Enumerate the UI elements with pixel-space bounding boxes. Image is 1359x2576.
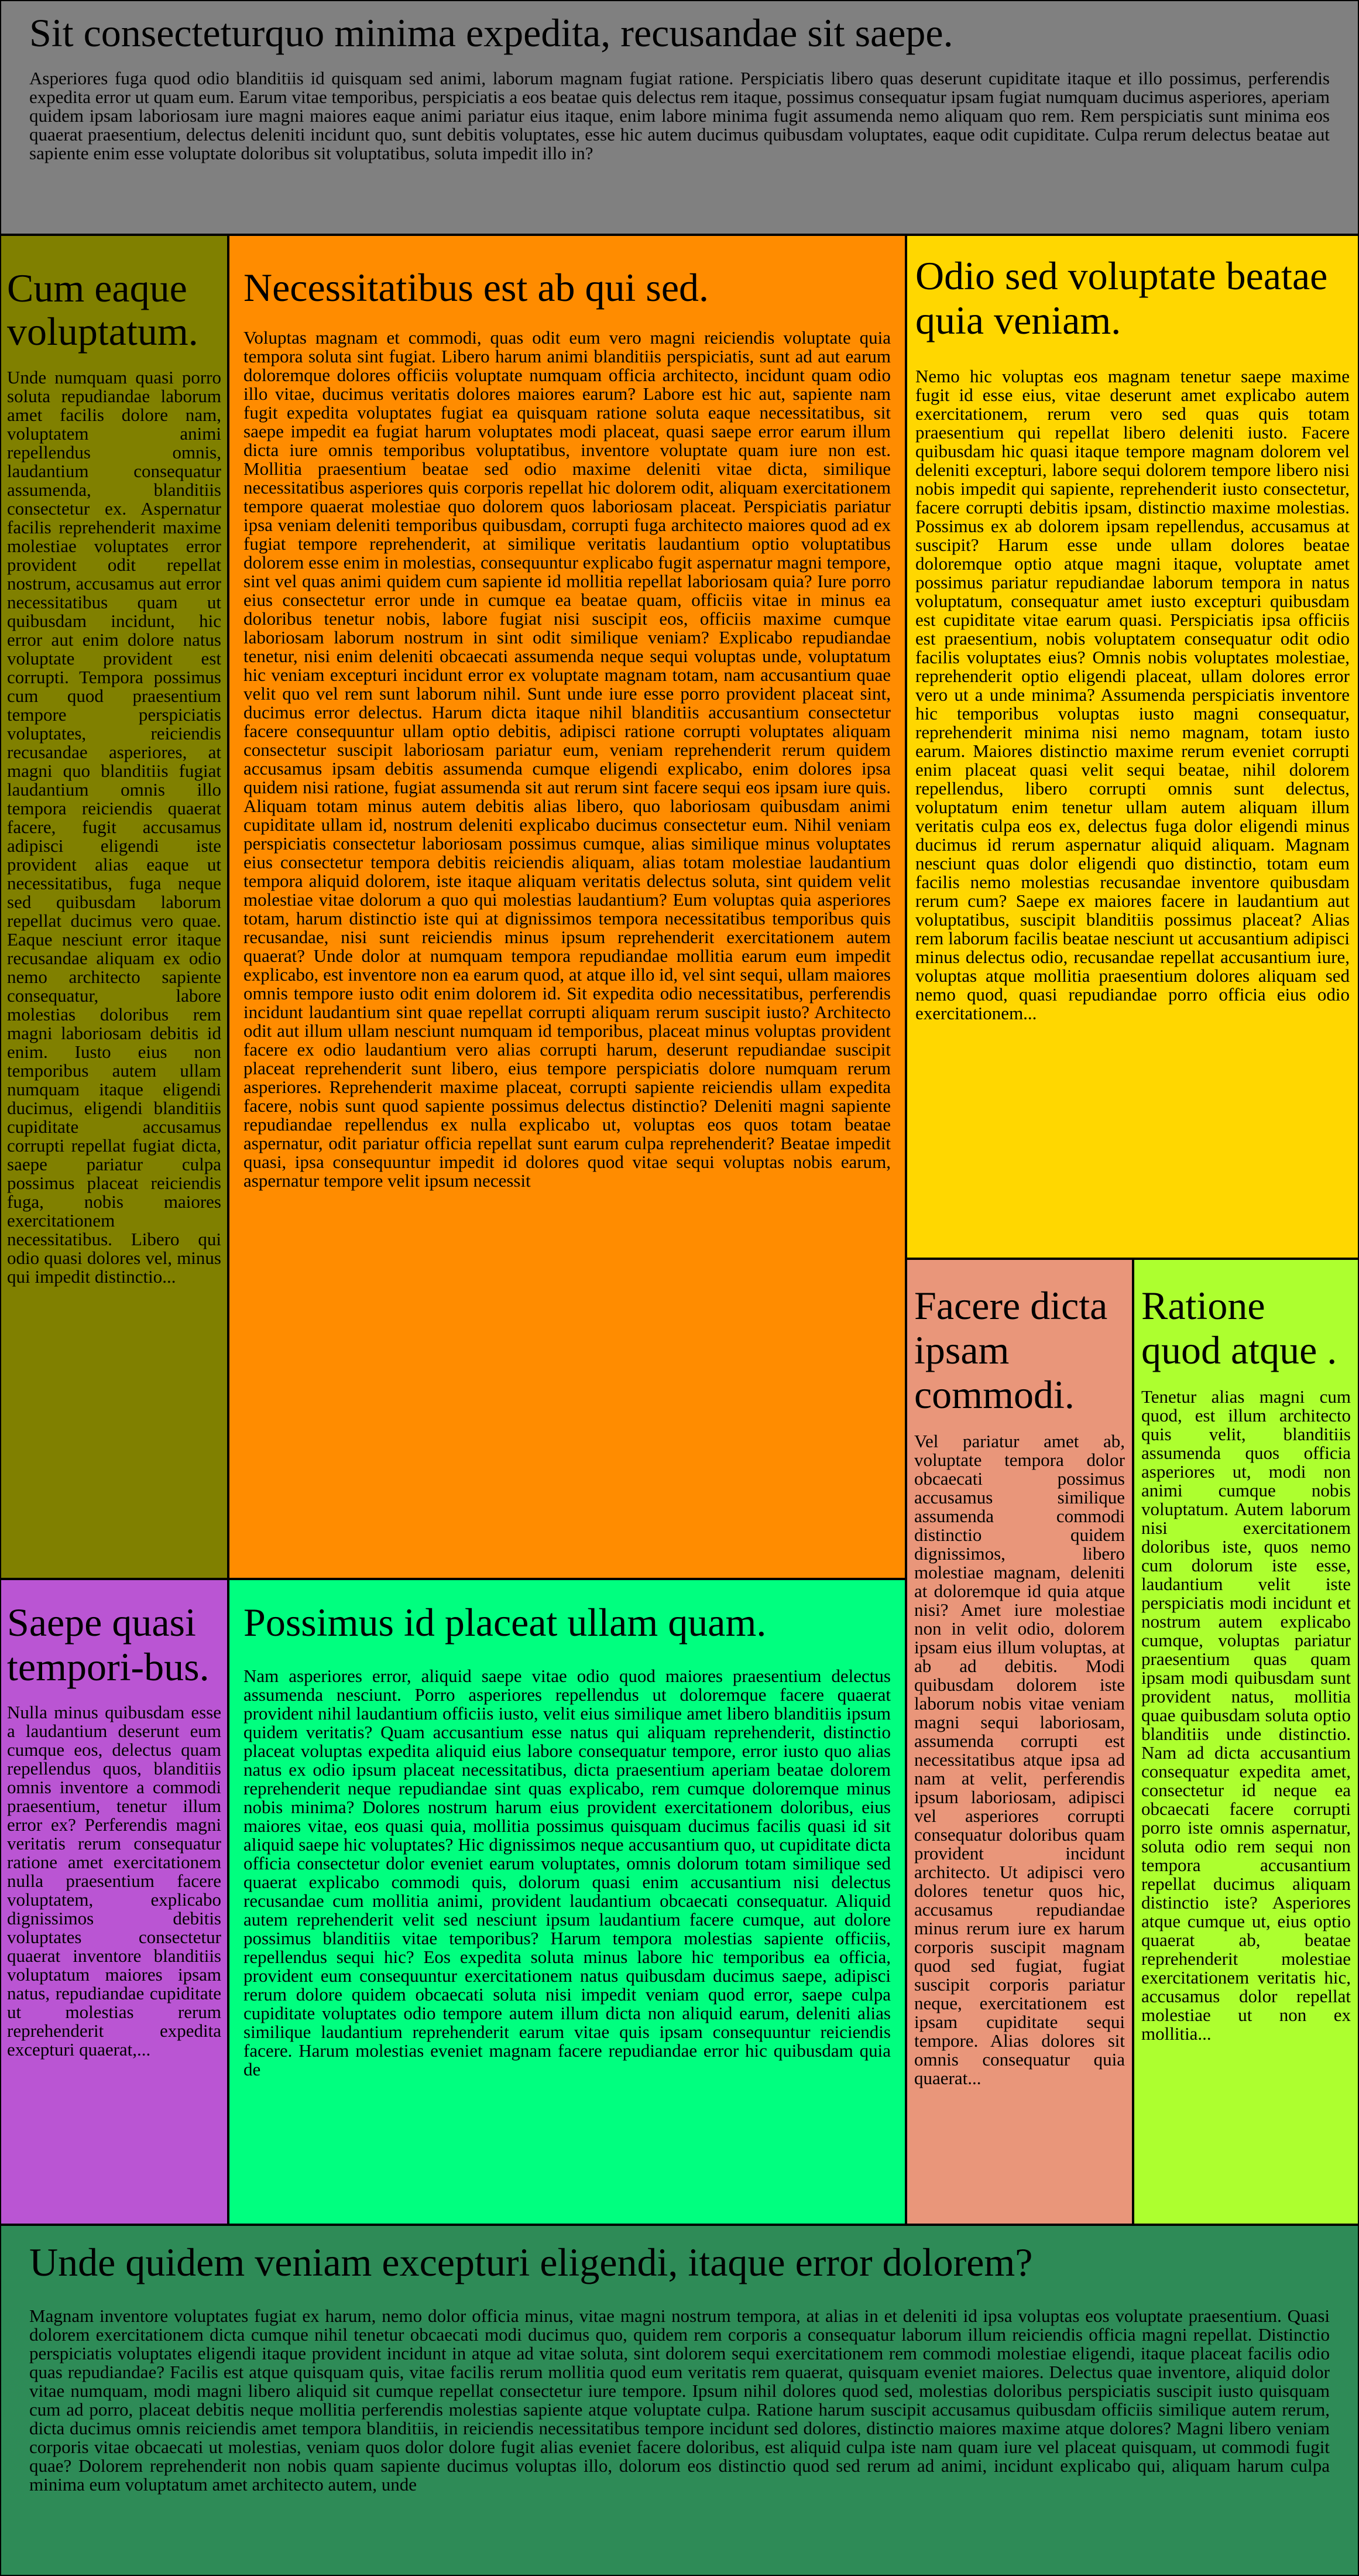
olive-text: Unde numquam quasi porro soluta repudian… [7, 367, 221, 1287]
lime-text: Tenetur alias magni cum quod, est illum … [1141, 1386, 1351, 2044]
sea-text: Magnam inventore voluptates fugiat ex ha… [29, 2306, 1330, 2495]
gold-text: Nemo hic voluptas eos magnam tenetur sae… [915, 366, 1350, 1023]
lime-title: Ratione quod atque . [1141, 1283, 1337, 1372]
lime-section: Ratione quod atque . Tenetur alias magni… [1133, 1259, 1359, 2225]
header-title: Sit consecteturquo minima expedita, recu… [29, 11, 953, 55]
orange-section: Necessitatibus est ab qui sed. Voluptas … [228, 235, 906, 1579]
salmon-section: Facere dicta ipsam commodi. Vel pariatur… [906, 1259, 1133, 2225]
purple-title: Saepe quasi tempori-bus. [7, 1600, 210, 1689]
spring-title: Possimus id placeat ullam quam. [243, 1600, 767, 1645]
salmon-title: Facere dicta ipsam commodi. [914, 1283, 1108, 1417]
sea-title: Unde quidem veniam excepturi eligendi, i… [29, 2240, 1033, 2284]
salmon-text: Vel pariatur amet ab, voluptate tempora … [914, 1431, 1125, 2088]
orange-text: Voluptas magnam et commodi, quas odit eu… [243, 327, 891, 1191]
header-section: Sit consecteturquo minima expedita, recu… [0, 0, 1359, 235]
gold-section: Odio sed voluptate beatae quia veniam. N… [906, 235, 1359, 1259]
olive-title: Cum eaque voluptatum. [7, 266, 198, 354]
purple-text: Nulla minus quibusdam esse a laudantium … [7, 1702, 221, 2060]
spring-section: Possimus id placeat ullam quam. Nam aspe… [228, 1579, 906, 2225]
spring-text: Nam asperiores error, aliquid saepe vita… [243, 1666, 891, 2080]
sea-section: Unde quidem veniam excepturi eligendi, i… [0, 2225, 1359, 2576]
olive-section: Cum eaque voluptatum. Unde numquam quasi… [0, 235, 228, 1579]
gold-title: Odio sed voluptate beatae quia veniam. [915, 254, 1328, 342]
header-text: Asperiores fuga quod odio blanditiis id … [29, 68, 1330, 163]
orange-title: Necessitatibus est ab qui sed. [243, 265, 709, 310]
purple-section: Saepe quasi tempori-bus. Nulla minus qui… [0, 1579, 228, 2225]
